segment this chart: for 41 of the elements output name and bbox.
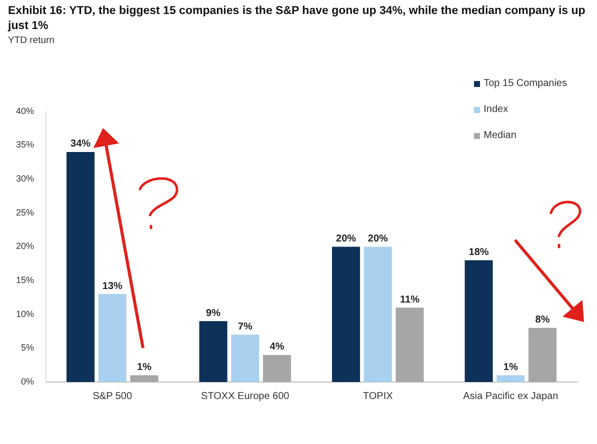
- y-tick-label: 0%: [21, 376, 34, 386]
- y-tick-label: 10%: [16, 308, 34, 319]
- legend-label: Top 15 Companies: [484, 78, 567, 89]
- bar: [262, 354, 292, 382]
- data-label: 8%: [535, 314, 550, 326]
- data-label: 4%: [270, 342, 284, 353]
- y-tick-label: 15%: [16, 275, 34, 286]
- y-tick-label: 20%: [16, 241, 34, 252]
- data-label: 1%: [137, 362, 152, 373]
- bar: [199, 321, 228, 382]
- data-label: 34%: [70, 138, 91, 150]
- bar: [130, 375, 158, 382]
- data-label: 18%: [468, 246, 489, 258]
- bar: [396, 308, 424, 382]
- bar: [364, 246, 392, 382]
- x-tick-label: TOPIX: [362, 390, 394, 402]
- y-tick-label: 35%: [16, 140, 34, 150]
- bar: [464, 260, 493, 382]
- data-label: 20%: [336, 233, 356, 244]
- data-label: 7%: [238, 321, 252, 332]
- bar: [496, 375, 525, 382]
- data-label: 13%: [102, 280, 122, 292]
- y-tick-label: 30%: [16, 174, 34, 184]
- data-label: 1%: [503, 362, 518, 373]
- y-tick-label: 25%: [16, 207, 34, 218]
- x-tick-label: STOXX Europe 600: [201, 390, 290, 402]
- bar: [98, 294, 126, 382]
- data-label: 9%: [206, 308, 221, 319]
- y-tick-label: 5%: [21, 342, 34, 353]
- x-tick-label: S&P 500: [92, 390, 132, 402]
- data-label: 11%: [400, 294, 420, 306]
- bar: [332, 246, 360, 382]
- chart-title: Exhibit 16: YTD, the biggest 15 companies is the S&P have gone up 34%, while the median company is up just 1%: [8, 4, 586, 34]
- y-tick-label: 40%: [16, 106, 34, 116]
- legend-label: Median: [484, 130, 516, 141]
- legend-label: Index: [484, 104, 508, 115]
- bar: [528, 328, 557, 382]
- chart-subtitle: YTD return: [8, 35, 54, 46]
- x-tick-label: Asia Pacific ex Japan: [463, 390, 558, 402]
- data-label: 20%: [368, 233, 388, 244]
- bar: [231, 334, 260, 382]
